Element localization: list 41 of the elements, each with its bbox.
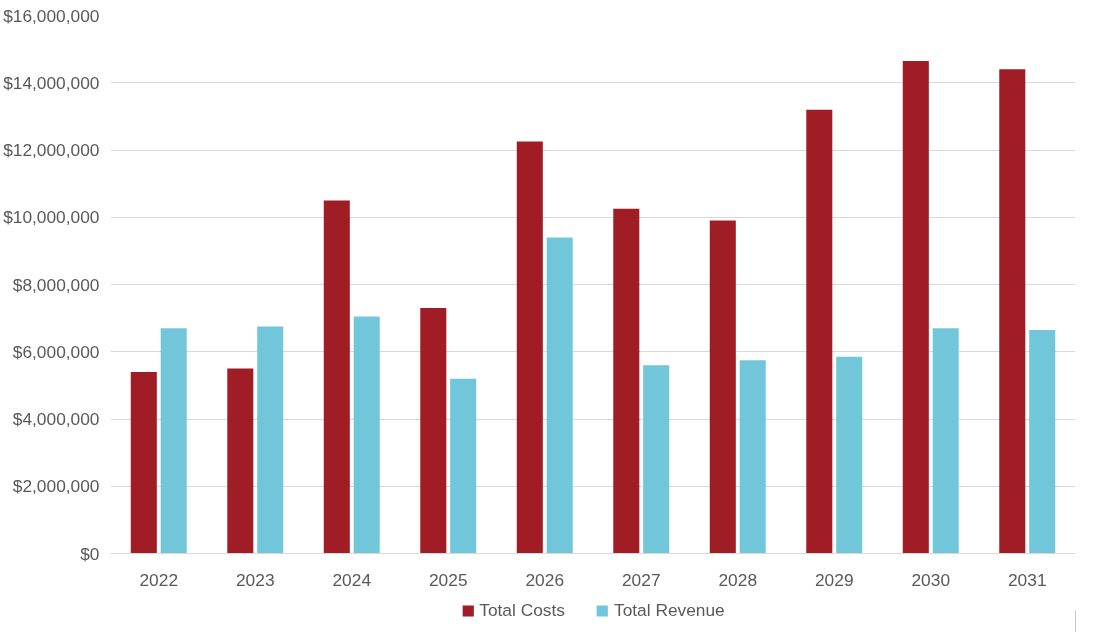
x-tick-label: 2023 (235, 569, 275, 590)
y-tick-label: $8,000,000 (12, 274, 100, 295)
bar (516, 141, 543, 554)
bar (999, 69, 1026, 554)
x-tick-label: 2029 (814, 569, 854, 590)
bar (902, 60, 929, 554)
bar (709, 220, 736, 554)
x-tick-label: 2026 (525, 569, 565, 590)
y-tick-label: $2,000,000 (12, 476, 100, 497)
bar (806, 109, 833, 554)
x-tick-label: 2031 (1007, 569, 1047, 590)
y-tick-label: $16,000,000 (3, 5, 100, 26)
bar (227, 368, 254, 554)
bar (932, 328, 959, 554)
bar (130, 371, 157, 554)
bar (546, 237, 573, 554)
bar (160, 328, 187, 554)
y-tick-label: $6,000,000 (12, 341, 100, 362)
x-tick-label: 2024 (332, 569, 372, 590)
bar (1029, 329, 1056, 554)
bar (613, 208, 640, 554)
x-tick-label: 2030 (911, 569, 951, 590)
x-tick-label: 2025 (428, 569, 468, 590)
bar (353, 316, 380, 554)
bar (420, 308, 447, 554)
legend-label: Total Costs (479, 599, 565, 621)
y-tick-label: $12,000,000 (3, 140, 100, 160)
x-tick-label: 2028 (718, 569, 758, 590)
x-tick-label: 2027 (621, 569, 661, 590)
y-tick-label: $10,000,000 (3, 207, 100, 228)
y-tick-label: $0 (80, 543, 100, 564)
legend-label: Total Revenue (613, 599, 725, 621)
bar (323, 200, 350, 554)
bar (643, 365, 670, 554)
y-tick-label: $14,000,000 (3, 72, 100, 93)
bar (739, 360, 766, 554)
bar (836, 356, 863, 554)
bar (257, 326, 284, 554)
y-tick-label: $4,000,000 (12, 409, 100, 429)
x-tick-label: 2022 (139, 569, 179, 590)
bar (450, 378, 477, 554)
